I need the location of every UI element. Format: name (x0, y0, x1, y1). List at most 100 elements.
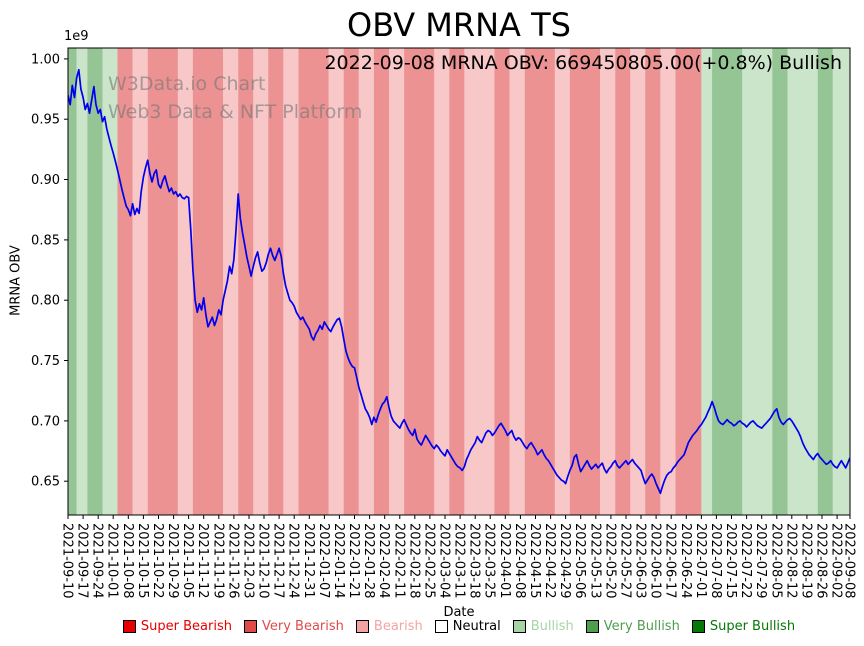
x-tick-label: 2022-06-17 (663, 523, 678, 599)
sentiment-band (615, 48, 631, 515)
x-tick-label: 2021-11-12 (195, 523, 210, 599)
page-title: OBV MRNA TS (347, 6, 571, 44)
x-tick-label: 2022-05-13 (587, 523, 602, 599)
sentiment-band (712, 48, 743, 515)
sentiment-band (373, 48, 389, 515)
x-tick-label: 2021-11-26 (225, 523, 240, 599)
sentiment-bands (68, 48, 850, 515)
plot-border (67, 47, 851, 516)
sentiment-band (328, 48, 344, 515)
x-tick-label: 2022-07-22 (738, 523, 753, 599)
x-tick-label: 2022-06-24 (678, 523, 693, 599)
sentiment-band (832, 48, 850, 515)
x-tick-label: 2022-01-14 (331, 523, 346, 599)
sentiment-band (389, 48, 405, 515)
legend-label: Bearish (373, 619, 423, 634)
chart-annotation: 2022-09-08 MRNA OBV: 669450805.00(+0.8%)… (324, 52, 842, 74)
y-tick-label: 1.00 (31, 52, 60, 67)
sentiment-band (434, 48, 450, 515)
x-tick-label: 2022-04-15 (527, 523, 542, 599)
sentiment-band (464, 48, 495, 515)
legend-item: Neutral (434, 619, 501, 634)
legend-swatch (585, 620, 599, 633)
x-tick-label: 2021-12-31 (301, 523, 316, 599)
sentiment-band (675, 48, 702, 515)
x-tick-label: 2022-04-29 (557, 523, 572, 599)
legend-swatch (434, 620, 448, 633)
x-tick-label: 2022-03-25 (482, 523, 497, 599)
y-tick-label: 0.85 (31, 233, 60, 248)
y-tick-label: 0.65 (31, 475, 60, 490)
watermark-line2: Web3 Data & NFT Platform (108, 101, 363, 123)
sentiment-band (192, 48, 224, 515)
x-tick-label: 2021-10-01 (105, 523, 120, 599)
sentiment-band (177, 48, 193, 515)
sentiment-band (223, 48, 239, 515)
sentiment-band (404, 48, 435, 515)
x-tick-label: 2022-02-25 (421, 523, 436, 599)
sentiment-band (102, 48, 118, 515)
sentiment-band (742, 48, 773, 515)
x-tick-label: 2022-01-28 (361, 523, 376, 599)
legend-item: Super Bullish (691, 619, 796, 634)
x-tick-label: 2022-08-05 (768, 523, 783, 599)
y-scale-offset-label: 1e9 (64, 29, 89, 44)
x-tick-label: 2022-02-18 (406, 523, 421, 599)
sentiment-band (701, 48, 713, 515)
sentiment-band (660, 48, 676, 515)
sentiment-band (817, 48, 833, 515)
legend-item: Bearish (355, 619, 423, 634)
x-tick-label: 2022-04-01 (497, 523, 512, 599)
x-tick-label: 2022-07-01 (693, 523, 708, 599)
x-tick-label: 2021-12-03 (241, 523, 256, 599)
legend-label: Super Bearish (140, 619, 232, 634)
legend-swatch (244, 620, 257, 633)
x-tick-label: 2022-09-02 (829, 523, 844, 599)
sentiment-band (787, 48, 818, 515)
legend-item: Very Bullish (585, 619, 680, 634)
x-tick-label: 2022-07-29 (753, 523, 768, 599)
sentiment-band (343, 48, 359, 515)
sentiment-band (494, 48, 510, 515)
x-tick-label: 2021-10-29 (165, 523, 180, 599)
x-tick-label: 2021-11-19 (210, 523, 225, 599)
x-tick-label: 2022-05-27 (618, 523, 633, 599)
x-tick-label: 2022-08-19 (798, 523, 813, 599)
legend-swatch (691, 620, 705, 633)
sentiment-band (449, 48, 465, 515)
sentiment-band (298, 48, 329, 515)
x-tick-label: 2022-09-08 (842, 523, 857, 599)
x-tick-label: 2022-04-22 (542, 523, 557, 599)
legend-label: Super Bullish (709, 619, 796, 634)
x-tick-label: 2022-08-26 (814, 523, 829, 599)
sentiment-band (68, 48, 77, 515)
watermark: W3Data.io Chart Web3 Data & NFT Platform (108, 70, 362, 126)
sentiment-band (87, 48, 103, 515)
legend-item: Bullish (512, 619, 574, 634)
watermark-line1: W3Data.io Chart (108, 73, 266, 95)
obv-line (68, 68, 850, 495)
y-tick-label: 0.80 (31, 294, 60, 309)
y-tick-label: 0.90 (31, 173, 60, 188)
legend-swatch (122, 620, 136, 633)
x-axis-label: Date (443, 605, 475, 620)
x-tick-label: 2021-12-24 (286, 523, 301, 599)
sentiment-band (600, 48, 616, 515)
legend-label: Very Bullish (603, 619, 680, 634)
x-tick-label: 2022-08-12 (783, 523, 798, 599)
sentiment-band (645, 48, 661, 515)
sentiment-band (268, 48, 284, 515)
y-tick-label: 0.70 (31, 414, 60, 429)
sentiment-band (772, 48, 788, 515)
x-tick-label: 2021-10-15 (135, 523, 150, 599)
sentiment-band (283, 48, 299, 515)
x-tick-label: 2022-05-06 (572, 523, 587, 599)
sentiment-band (554, 48, 570, 515)
x-tick-label: 2022-04-08 (512, 523, 527, 599)
x-tick-label: 2022-06-10 (648, 523, 663, 599)
x-tick-label: 2021-10-08 (120, 523, 135, 599)
x-tick-label: 2022-05-20 (602, 523, 617, 599)
x-tick-label: 2021-09-17 (75, 523, 90, 599)
